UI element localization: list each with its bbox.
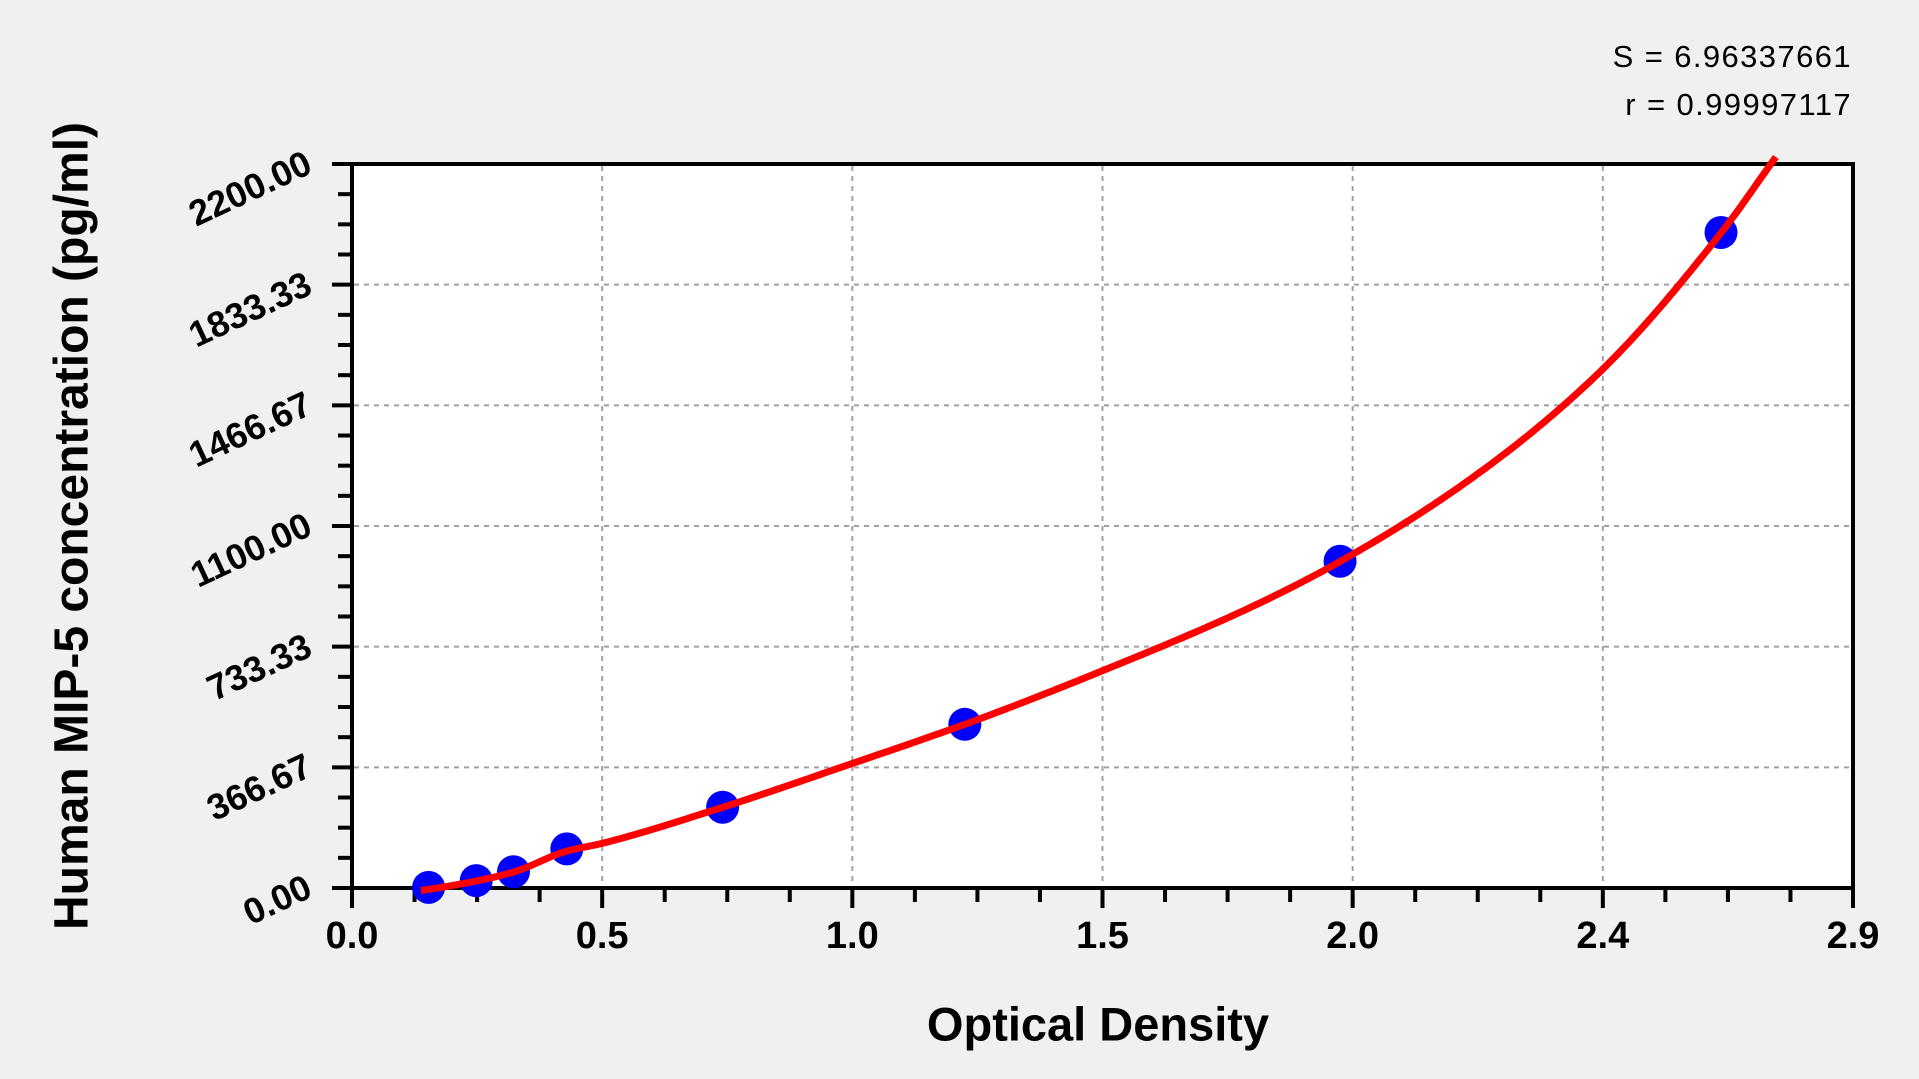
x-tick-label: 2.9 <box>1826 914 1880 957</box>
x-tick-label: 2.0 <box>1326 914 1380 957</box>
x-tick-label: 0.0 <box>325 914 379 957</box>
fit-statistic-r: r = 0.99997117 <box>1625 87 1852 122</box>
fitted-curve <box>420 154 1779 894</box>
x-tick-label: 0.5 <box>575 914 629 957</box>
x-tick-label: 1.5 <box>1076 914 1129 957</box>
x-axis-title: Optical Density <box>926 997 1270 1051</box>
plot-border <box>350 162 1855 890</box>
x-tick-label: 2.4 <box>1576 914 1630 957</box>
y-axis-title: Human MIP-5 concentration (pg/ml) <box>45 121 99 931</box>
fit-statistics: S = 6.96337661 r = 0.99997117 <box>1613 33 1852 129</box>
x-tick-label: 1.0 <box>825 914 879 957</box>
fit-statistic-s: S = 6.96337661 <box>1612 39 1852 74</box>
